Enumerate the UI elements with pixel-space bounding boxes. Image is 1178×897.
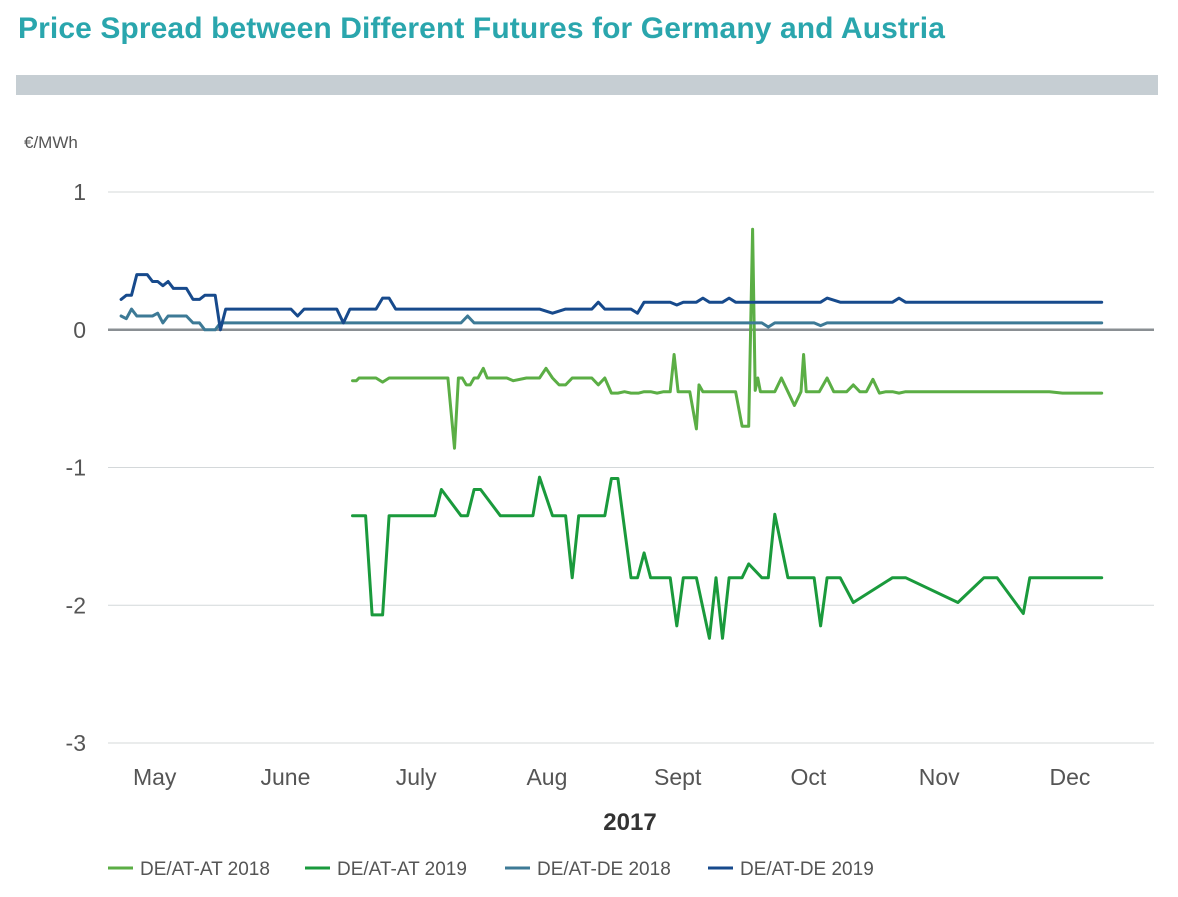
- x-tick-label: July: [396, 764, 437, 790]
- y-tick-label: -3: [66, 730, 86, 756]
- series-lines: [119, 227, 1104, 640]
- x-tick-label: Dec: [1049, 764, 1090, 790]
- x-tick-label: May: [133, 764, 177, 790]
- x-tick-label: Aug: [526, 764, 567, 790]
- x-tick-label: Nov: [919, 764, 960, 790]
- series-line-de-at-de-2019: [119, 273, 1104, 332]
- chart-title: Price Spread between Different Futures f…: [18, 12, 945, 45]
- y-tick-label: -1: [66, 455, 86, 481]
- legend-label: DE/AT-AT 2018: [140, 859, 270, 880]
- x-tick-label: Oct: [791, 764, 827, 790]
- x-tick-labels: May June July Aug Sept Oct Nov Dec: [133, 764, 1090, 790]
- title-band: [16, 75, 1158, 95]
- series-line-de-at-de-2018: [119, 307, 1104, 332]
- y-tick-label: -2: [66, 592, 86, 618]
- y-axis-unit: €/MWh: [24, 133, 78, 152]
- legend-label: DE/AT-AT 2019: [337, 859, 467, 880]
- legend-label: DE/AT-DE 2019: [740, 859, 874, 880]
- y-tick-label: 0: [73, 317, 86, 343]
- legend-label: DE/AT-DE 2018: [537, 859, 671, 880]
- series-line-de-at-at-2018: [351, 227, 1104, 450]
- y-tick-label: 1: [73, 179, 86, 205]
- y-tick-labels: 1 0 -1 -2 -3: [66, 179, 86, 756]
- x-axis-label: 2017: [603, 809, 656, 836]
- x-tick-label: June: [261, 764, 311, 790]
- series-line-de-at-at-2019: [351, 475, 1104, 640]
- gridlines: [108, 191, 1154, 744]
- x-tick-label: Sept: [654, 764, 702, 790]
- legend: DE/AT-AT 2018 DE/AT-AT 2019 DE/AT-DE 2018 D…: [108, 859, 874, 880]
